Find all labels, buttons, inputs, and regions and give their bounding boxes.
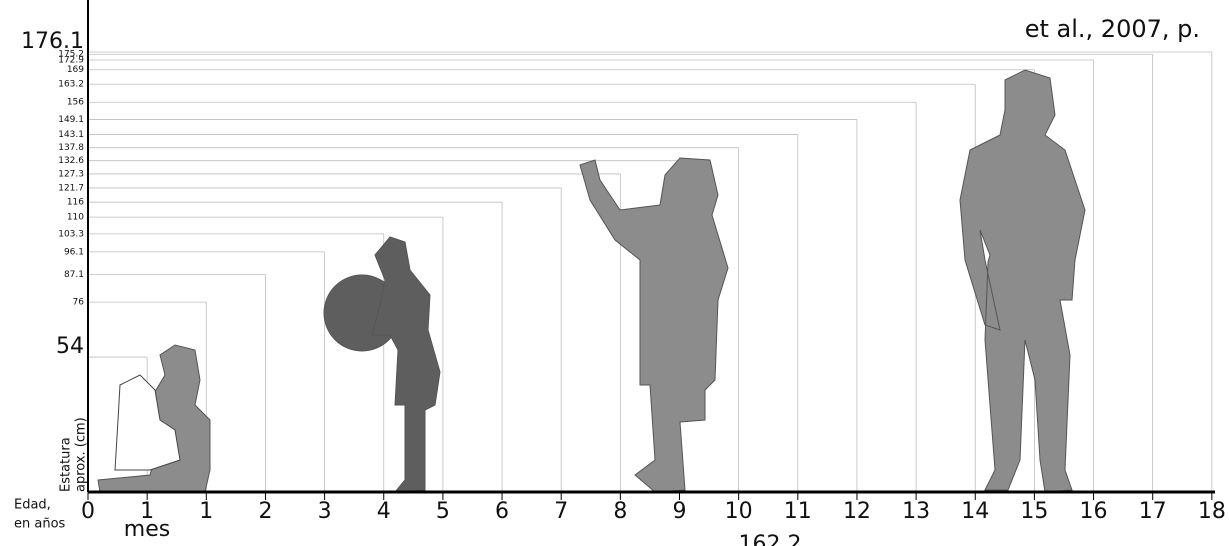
- x-tick-label: 15: [1020, 499, 1048, 524]
- x-tick-label: 10: [725, 499, 753, 524]
- x-tick-label: 13: [902, 499, 930, 524]
- y-tick-label: 54: [56, 334, 84, 359]
- y-tick-label: 156: [67, 98, 84, 108]
- y-tick-label: 110: [67, 213, 84, 223]
- y-tick-label: 149.1: [58, 115, 84, 125]
- silhouettes: [97, 69, 1086, 493]
- y-tick-label: 116: [67, 198, 84, 208]
- x-axis-label: Edad,: [14, 498, 51, 513]
- baby-outline: [114, 374, 181, 471]
- y-tick-label: 163.2: [58, 80, 84, 90]
- adult-silhouette: [959, 69, 1086, 493]
- x-tick-label: 17: [1139, 499, 1167, 524]
- y-tick-label: 137.8: [58, 143, 84, 153]
- x-tick-label: 1: [199, 499, 213, 524]
- y-tick-label: 175.2: [58, 50, 84, 60]
- y-tick-label: 169: [67, 65, 84, 75]
- y-tick-label: 127.3: [58, 169, 84, 179]
- y-tick-label: 87.1: [64, 270, 84, 280]
- y-axis-label: aprox. (cm): [74, 417, 89, 492]
- y-tick-label: 76: [73, 298, 85, 308]
- x-tick-label: 7: [554, 499, 568, 524]
- annotation: et al., 2007, p.: [1025, 15, 1200, 43]
- x-tick-label: 8: [613, 499, 627, 524]
- y-tick-label: 121.7: [58, 183, 84, 193]
- annotation: 162.2: [739, 532, 802, 546]
- y-tick-label: 172.9: [58, 55, 84, 65]
- y-tick-label: 132.6: [58, 156, 84, 166]
- x-axis-label: en años: [14, 517, 66, 532]
- x-tick-label: 2: [258, 499, 272, 524]
- x-tick-label: 0: [81, 499, 95, 524]
- child-silhouette: [371, 236, 441, 493]
- x-tick-label: 11: [784, 499, 812, 524]
- x-tick-label: 3: [318, 499, 332, 524]
- y-tick-label: 96.1: [64, 247, 84, 257]
- x-tick-label: 16: [1080, 499, 1108, 524]
- kid-silhouette: [579, 157, 729, 493]
- sublabel: mes: [124, 517, 170, 542]
- x-tick-label: 12: [843, 499, 871, 524]
- y-tick-label: 143.1: [58, 130, 84, 140]
- x-tick-label: 5: [436, 499, 450, 524]
- x-tick-label: 18: [1198, 499, 1226, 524]
- y-tick-label: 176.1: [21, 29, 84, 54]
- x-tick-label: 6: [495, 499, 509, 524]
- x-tick-label: 4: [377, 499, 391, 524]
- x-tick-label: 9: [673, 499, 687, 524]
- y-tick-label: 103.3: [58, 229, 84, 239]
- x-tick-label: 14: [961, 499, 989, 524]
- y-axis-label: Estatura: [59, 437, 74, 492]
- x-tick-label: 1: [140, 499, 154, 524]
